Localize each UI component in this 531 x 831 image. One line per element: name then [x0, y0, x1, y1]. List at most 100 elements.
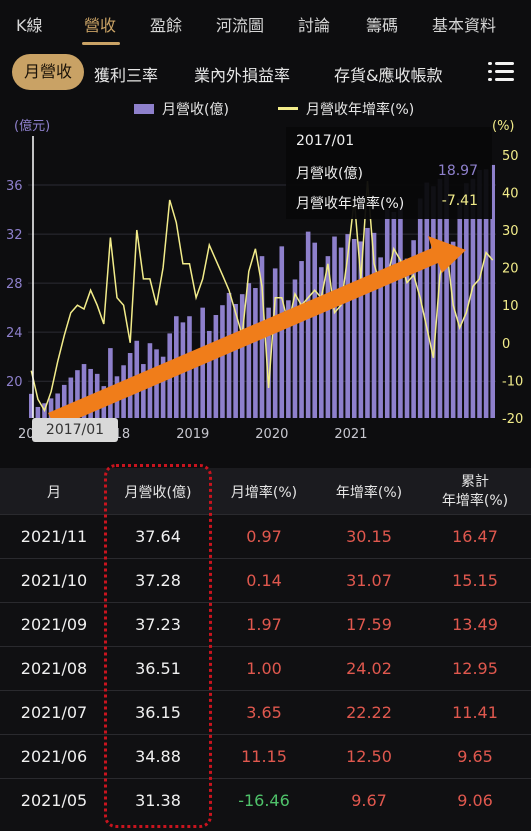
col-revenue: 月營收(億) [124, 485, 192, 501]
revenue-bar[interactable] [431, 186, 436, 418]
table-row[interactable]: 2021/11 37.64 0.97 30.15 16.47 [0, 514, 531, 558]
revenue-bar[interactable] [206, 330, 212, 418]
table-row[interactable]: 2021/05 31.38 -16.46 9.67 9.06 [0, 778, 531, 822]
revenue-bar[interactable] [55, 393, 60, 418]
revenue-bar[interactable] [345, 234, 350, 418]
col-yoy: 年增率(%) [335, 485, 403, 501]
revenue-bar[interactable] [378, 257, 383, 418]
table-row[interactable]: 2021/07 36.15 3.65 22.22 11.41 [0, 690, 531, 734]
x-tick: 2020 [255, 427, 288, 442]
revenue-bar[interactable] [220, 305, 225, 418]
revenue-bar[interactable] [398, 207, 403, 418]
table-row[interactable]: 2021/09 37.23 1.97 17.59 13.49 [0, 602, 531, 646]
revenue-bar[interactable] [48, 398, 54, 418]
revenue-bar[interactable] [286, 300, 291, 418]
cell-mom: 1.97 [246, 615, 282, 634]
revenue-bar[interactable] [213, 315, 219, 418]
revenue-bar[interactable] [325, 256, 331, 418]
tab-revenue[interactable]: 營收 [84, 16, 117, 35]
revenue-bar[interactable] [437, 178, 443, 418]
tab-chips[interactable]: 籌碼 [366, 16, 399, 35]
table-header: 月 月營收(億) 月增率(%) 年增率(%) 累計 年增率(%) [0, 468, 531, 514]
revenue-bar[interactable] [319, 267, 324, 418]
revenue-bar[interactable] [141, 364, 146, 418]
col-mom: 月增率(%) [230, 485, 298, 501]
revenue-bar[interactable] [61, 384, 67, 418]
table-row[interactable]: 2021/08 36.51 1.00 24.02 12.95 [0, 646, 531, 690]
revenue-bar[interactable] [279, 246, 285, 418]
revenue-bar[interactable] [88, 368, 93, 418]
cell-yoy: 30.15 [346, 527, 392, 546]
cell-month: 2021/05 [20, 791, 88, 810]
revenue-bar[interactable] [391, 212, 397, 418]
subtab-non-operating[interactable]: 業內外損益率 [194, 66, 291, 85]
revenue-bar[interactable] [68, 377, 74, 418]
cell-mom: -16.46 [238, 791, 290, 810]
revenue-bar[interactable] [75, 370, 80, 418]
revenue-bar[interactable] [338, 247, 344, 418]
revenue-bar[interactable] [272, 268, 278, 418]
col-month: 月 [47, 485, 61, 501]
y-left-tick: 32 [6, 228, 23, 243]
revenue-bar[interactable] [299, 261, 304, 418]
revenue-bar[interactable] [226, 292, 232, 418]
revenue-chart[interactable]: 月營收(億) 月營收年增率(%) (億元) (%) 20 24 28 32 36 -20… [0, 98, 531, 445]
cell-cum-yoy: 9.06 [457, 791, 493, 810]
revenue-bar[interactable] [29, 393, 34, 418]
tab-basic-info[interactable]: 基本資料 [432, 16, 497, 35]
subtab-monthly-revenue[interactable]: 月營收 [12, 54, 85, 90]
revenue-bar[interactable] [365, 227, 370, 418]
revenue-bar[interactable] [266, 307, 271, 418]
tab-earnings[interactable]: 盈餘 [150, 16, 183, 35]
cell-revenue: 36.51 [135, 659, 181, 678]
cell-revenue: 34.88 [135, 747, 181, 766]
y-left-tick: 20 [6, 375, 23, 390]
revenue-bar[interactable] [483, 169, 489, 418]
table-row[interactable]: 2021/06 34.88 11.15 12.50 9.65 [0, 734, 531, 778]
top-tab-bar: K線 營收 盈餘 河流圖 討論 籌碼 基本資料 [0, 0, 531, 46]
revenue-bar[interactable] [233, 303, 238, 418]
menu-icon[interactable] [488, 62, 514, 82]
revenue-bar[interactable] [312, 242, 318, 418]
revenue-bar[interactable] [417, 198, 423, 418]
revenue-bar[interactable] [81, 364, 87, 418]
revenue-bar[interactable] [444, 174, 449, 418]
revenue-bar[interactable] [305, 231, 311, 418]
y-right-tick: 20 [502, 262, 519, 277]
cell-yoy: 17.59 [346, 615, 392, 634]
revenue-bar[interactable] [424, 182, 430, 418]
revenue-bar[interactable] [253, 288, 258, 418]
revenue-bar[interactable] [450, 241, 456, 418]
cell-cum-yoy: 15.15 [452, 571, 498, 590]
revenue-bar[interactable] [239, 294, 245, 418]
y-right-tick: -20 [502, 412, 523, 427]
tab-kline[interactable]: K線 [16, 16, 43, 35]
revenue-bar[interactable] [332, 236, 337, 418]
revenue-bar[interactable] [292, 279, 298, 418]
y-left-unit: (億元) [14, 118, 50, 134]
revenue-bar[interactable] [470, 178, 476, 418]
tab-river-chart[interactable]: 河流圖 [216, 16, 265, 35]
revenue-bar[interactable] [477, 169, 482, 418]
revenue-bar[interactable] [358, 241, 364, 418]
tab-discussion[interactable]: 討論 [298, 16, 331, 35]
subtab-inventory-receivables[interactable]: 存貨&應收帳款 [334, 66, 443, 85]
revenue-bar[interactable] [108, 348, 113, 418]
revenue-bar[interactable] [384, 209, 390, 418]
yoy-line [30, 181, 494, 413]
revenue-bar[interactable] [457, 198, 463, 418]
table-row[interactable]: 2021/10 37.28 0.14 31.07 15.15 [0, 558, 531, 602]
revenue-bar[interactable] [404, 258, 410, 418]
cell-cum-yoy: 13.49 [452, 615, 498, 634]
revenue-bar[interactable] [351, 238, 357, 418]
revenue-bar[interactable] [35, 406, 41, 418]
revenue-bar[interactable] [371, 232, 377, 418]
revenue-bar[interactable] [193, 351, 199, 418]
revenue-bar[interactable] [246, 283, 252, 418]
revenue-bar[interactable] [411, 240, 416, 418]
subtab-profit-ratios[interactable]: 獲利三率 [94, 66, 159, 85]
revenue-bar[interactable] [490, 164, 495, 418]
revenue-bar[interactable] [160, 356, 166, 418]
active-tab-indicator [82, 42, 120, 45]
revenue-bar[interactable] [464, 183, 469, 418]
